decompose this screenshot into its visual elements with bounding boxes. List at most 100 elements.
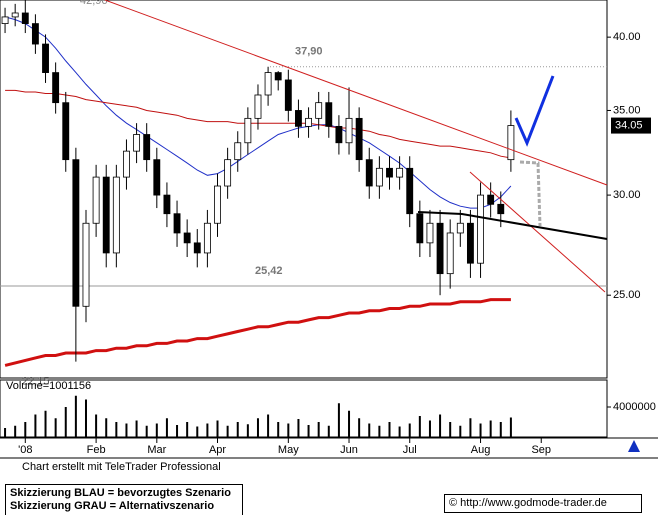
candle-body	[82, 222, 90, 307]
volume-bar	[54, 418, 57, 437]
candle-body	[365, 159, 373, 187]
y-tick-label: 35.00	[613, 104, 641, 116]
volume-bar	[479, 423, 482, 437]
price-panel	[0, 0, 608, 379]
candle-body	[466, 222, 474, 264]
candle-body	[224, 159, 232, 187]
level-label: 37,90	[295, 46, 323, 58]
volume-bar	[115, 422, 118, 437]
scenario-arrow	[514, 75, 555, 147]
candle-body	[396, 167, 404, 178]
volume-bar	[388, 422, 391, 437]
legend-line: Skizzierung GRAU = Alternativszenario	[10, 500, 215, 512]
volume-bar	[84, 399, 87, 437]
candle-body	[315, 102, 323, 119]
y-tick-label: 30.00	[613, 189, 641, 201]
indicator-line	[4, 16, 512, 209]
last-price-label: 34.05	[615, 119, 643, 131]
candle-body	[446, 232, 454, 275]
volume-bar	[428, 420, 431, 437]
volume-bar	[145, 425, 148, 437]
volume-bar	[135, 420, 138, 437]
support-line	[417, 211, 608, 240]
volume-bar	[105, 418, 108, 437]
volume-bar	[358, 418, 361, 437]
candle-body	[497, 203, 505, 215]
candle-body	[112, 176, 120, 254]
volume-label: Volume=1001156	[6, 380, 91, 392]
footer: Chart erstellt mit TeleTrader Profession…	[22, 461, 221, 473]
candle-body	[345, 117, 353, 144]
x-tick-label: Apr	[209, 444, 226, 456]
volume-bar	[378, 425, 381, 437]
volume-bar	[236, 422, 239, 437]
candle-body	[426, 222, 434, 244]
volume-bar	[509, 417, 512, 437]
candle-body	[305, 117, 312, 127]
volume-bar	[267, 414, 270, 437]
x-tick-label: Jun	[340, 444, 358, 456]
candle-body	[183, 232, 191, 244]
volume-bar	[216, 420, 219, 437]
candle-body	[284, 79, 292, 111]
candle-body	[295, 110, 302, 127]
volume-bar	[418, 416, 421, 437]
candle-body	[21, 12, 29, 24]
volume-bar	[44, 410, 47, 437]
volume-bar	[256, 418, 259, 437]
volume-bar	[368, 423, 371, 437]
copyright-box: © http://www.godmode-trader.de	[444, 494, 642, 513]
candle-body	[163, 194, 171, 215]
volume-bar	[14, 425, 17, 437]
volume-bar	[297, 419, 300, 437]
candle-body	[1, 16, 9, 24]
volume-bar	[348, 410, 351, 437]
candle-body	[406, 167, 414, 215]
candle-body	[102, 176, 110, 254]
candle-body	[52, 72, 60, 104]
candle-body	[254, 94, 262, 119]
volume-panel	[0, 379, 608, 438]
volume-bar	[206, 423, 209, 437]
low-label: 22,15	[22, 376, 50, 388]
candle-body	[11, 12, 19, 18]
candle-body	[133, 134, 141, 152]
volume-bar	[226, 425, 229, 437]
x-tick-label: Sep	[531, 444, 551, 456]
volume-bar	[155, 423, 158, 437]
candle-body	[173, 213, 181, 234]
y-tick-label: 40.00	[613, 31, 641, 43]
alt-scenario-arrow	[519, 160, 542, 227]
candle-body	[487, 194, 495, 205]
high-label: 42,96	[80, 0, 108, 7]
volume-bar	[469, 418, 472, 437]
volume-bar	[176, 425, 179, 437]
x-tick-label: Jul	[403, 444, 417, 456]
candle-body	[203, 222, 211, 254]
candle-body	[335, 125, 343, 144]
volume-bar	[165, 418, 168, 437]
candle-body	[214, 185, 221, 224]
level-label: 25,42	[255, 265, 283, 277]
x-tick-label: Feb	[87, 444, 106, 456]
candle-body	[477, 194, 484, 264]
candle-body	[193, 242, 201, 254]
volume-bar	[196, 426, 199, 437]
nav-icon[interactable]	[628, 440, 640, 452]
volume-bar	[34, 414, 37, 437]
volume-bar	[95, 414, 98, 437]
volume-bar	[337, 403, 340, 437]
candle-body	[62, 102, 70, 161]
legend-box: Skizzierung BLAU = bevorzugtes Szenario …	[5, 484, 243, 515]
volume-bar	[4, 428, 7, 437]
legend-line: Skizzierung BLAU = bevorzugtes Szenario	[10, 487, 231, 499]
trendline	[104, 0, 608, 186]
trendline	[469, 171, 606, 293]
candle-body	[416, 213, 424, 244]
volume-bar	[408, 423, 411, 437]
candle-body	[42, 43, 49, 73]
plot-layer: 25.00 30.00 35.00 40.00 37,90 25,42 42,96 22,15…	[0, 0, 656, 456]
candle-body	[143, 134, 151, 161]
